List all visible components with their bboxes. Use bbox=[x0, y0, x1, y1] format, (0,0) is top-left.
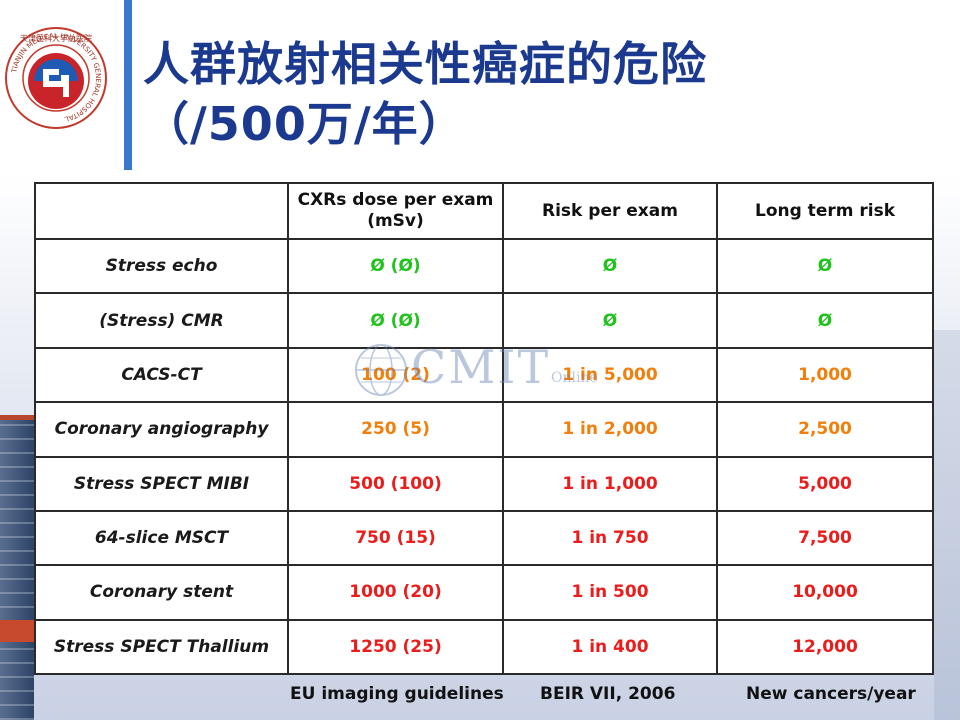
risk-cell: 1 in 1,000 bbox=[502, 455, 718, 512]
slide-title: 人群放射相关性癌症的危险 （/500万/年） bbox=[143, 34, 707, 154]
dose-cell: 750 (15) bbox=[287, 509, 504, 567]
long-term-cell: 12,000 bbox=[716, 618, 934, 676]
slide-title-line1: 人群放射相关性癌症的危险 bbox=[143, 37, 707, 91]
footer-source-beir: BEIR VII, 2006 bbox=[540, 684, 676, 704]
dose-cell: 1250 (25) bbox=[287, 618, 504, 676]
dose-cell: Ø (Ø) bbox=[287, 292, 504, 349]
long-term-cell: Ø bbox=[716, 237, 934, 295]
header-long-term: Long term risk bbox=[716, 182, 934, 240]
row-label: Stress echo bbox=[34, 237, 289, 295]
dose-cell: 100 (2) bbox=[287, 346, 504, 404]
footer-source-eu: EU imaging guidelines bbox=[290, 684, 504, 704]
logo-ring-text-cn: 天津医科大学总医院 bbox=[20, 33, 92, 43]
table-header-row: CXRs dose per exam (mSv) Risk per exam L… bbox=[34, 182, 934, 240]
long-term-cell: 1,000 bbox=[716, 346, 934, 404]
dose-cell: 500 (100) bbox=[287, 455, 504, 512]
table-row: Stress echo Ø (Ø) Ø Ø bbox=[34, 237, 934, 295]
row-label: Stress SPECT MIBI bbox=[34, 455, 289, 512]
table-row: Stress SPECT MIBI 500 (100) 1 in 1,000 5,00… bbox=[34, 455, 934, 512]
risk-cell: 1 in 2,000 bbox=[502, 401, 718, 458]
dose-cell: 1000 (20) bbox=[287, 564, 504, 621]
building-sign-decoration bbox=[0, 620, 34, 642]
table-row: Stress SPECT Thallium 1250 (25) 1 in 400 12… bbox=[34, 618, 934, 676]
table-row: Coronary angiography 250 (5) 1 in 2,000 2,5… bbox=[34, 401, 934, 458]
header-dose: CXRs dose per exam (mSv) bbox=[287, 182, 504, 240]
footer-new-cancers: New cancers/year bbox=[746, 684, 916, 704]
dose-cell: 250 (5) bbox=[287, 401, 504, 458]
table-body: Stress echo Ø (Ø) Ø Ø (Stress) CMR Ø (Ø) Ø Ø CAC… bbox=[34, 237, 934, 676]
table-row: CACS-CT 100 (2) 1 in 5,000 1,000 bbox=[34, 346, 934, 404]
hospital-logo: TIANJIN MEDICAL UNIVERSITY GENERAL HOSPI… bbox=[5, 27, 107, 129]
dose-cell: Ø (Ø) bbox=[287, 237, 504, 295]
row-label: CACS-CT bbox=[34, 346, 289, 404]
row-label: 64-slice MSCT bbox=[34, 509, 289, 567]
table-row: Coronary stent 1000 (20) 1 in 500 10,000 bbox=[34, 564, 934, 621]
header-empty bbox=[34, 182, 289, 240]
long-term-cell: 5,000 bbox=[716, 455, 934, 512]
slide-title-line2: （/500万/年） bbox=[143, 97, 466, 151]
risk-cell: 1 in 750 bbox=[502, 509, 718, 567]
row-label: Stress SPECT Thallium bbox=[34, 618, 289, 676]
long-term-cell: 7,500 bbox=[716, 509, 934, 567]
risk-table-container: CXRs dose per exam (mSv) Risk per exam L… bbox=[34, 182, 934, 676]
risk-table: CXRs dose per exam (mSv) Risk per exam L… bbox=[34, 182, 934, 676]
row-label: Coronary angiography bbox=[34, 401, 289, 458]
title-accent-bar bbox=[124, 0, 132, 170]
risk-cell: 1 in 500 bbox=[502, 564, 718, 621]
table-row: 64-slice MSCT 750 (15) 1 in 750 7,500 bbox=[34, 509, 934, 567]
risk-cell: Ø bbox=[502, 237, 718, 295]
header-risk: Risk per exam bbox=[502, 182, 718, 240]
risk-cell: 1 in 5,000 bbox=[502, 346, 718, 404]
row-label: Coronary stent bbox=[34, 564, 289, 621]
table-row: (Stress) CMR Ø (Ø) Ø Ø bbox=[34, 292, 934, 349]
risk-cell: Ø bbox=[502, 292, 718, 349]
long-term-cell: Ø bbox=[716, 292, 934, 349]
long-term-cell: 2,500 bbox=[716, 401, 934, 458]
risk-cell: 1 in 400 bbox=[502, 618, 718, 676]
long-term-cell: 10,000 bbox=[716, 564, 934, 621]
hospital-building-image bbox=[0, 420, 34, 720]
right-edge-decoration bbox=[934, 330, 960, 720]
row-label: (Stress) CMR bbox=[34, 292, 289, 349]
